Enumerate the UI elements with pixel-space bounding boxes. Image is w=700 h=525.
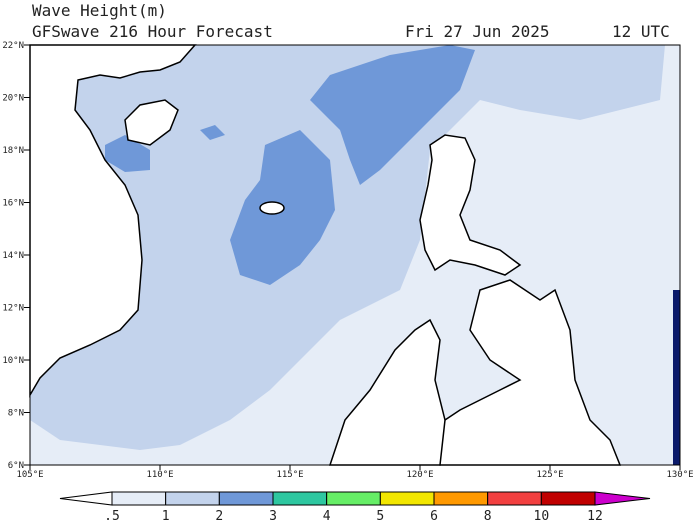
land [29, 44, 622, 466]
lon-label: 115°E [276, 470, 303, 480]
colorbar-label: 2 [215, 509, 223, 524]
colorbar-label: 5 [376, 509, 384, 524]
colorbar-label: .5 [104, 509, 120, 524]
sea-1-2m [30, 45, 665, 450]
lat-label: 6°N [8, 461, 24, 471]
map [29, 44, 681, 466]
time: 12 UTC [612, 22, 670, 41]
colorbar-label: 10 [534, 509, 550, 524]
lon-label: 105°E [16, 470, 43, 480]
lon-label: 125°E [536, 470, 563, 480]
date: Fri 27 Jun 2025 [405, 22, 550, 41]
lon-label: 130°E [666, 470, 693, 480]
lon-label: 120°E [406, 470, 433, 480]
colorbar-box [326, 491, 381, 506]
colorbar-box [433, 491, 489, 506]
hainan [124, 99, 179, 146]
sea-2-3m [105, 135, 150, 172]
colorbar-label: 3 [269, 509, 277, 524]
lat-label: 16°N [2, 199, 24, 209]
lat-label: 12°N [2, 304, 24, 314]
title: Wave Height(m) [32, 1, 167, 20]
colorbar-end [59, 491, 113, 506]
subtitle: GFSwave 216 Hour Forecast [32, 22, 273, 41]
colorbar-label: 1 [162, 509, 170, 524]
colorbar-box [379, 491, 435, 506]
borneo [328, 318, 446, 466]
lat-label: 10°N [2, 356, 24, 366]
colorbar-end [594, 491, 651, 506]
luzon [419, 134, 522, 276]
colorbar-label: 4 [323, 509, 331, 524]
sea-2-3m [310, 45, 475, 185]
colorbar-label: 8 [484, 509, 492, 524]
lon-label: 110°E [146, 470, 173, 480]
lat-label: 18°N [2, 146, 24, 156]
colorbar-box [487, 491, 542, 506]
colorbar-box [111, 491, 167, 506]
colorbar-box [218, 491, 274, 506]
mainland [29, 44, 197, 398]
colorbar-label: 12 [587, 509, 603, 524]
colorbar-box [540, 491, 596, 506]
lat-label: 20°N [2, 94, 24, 104]
sea-2-3m [200, 125, 225, 140]
island [259, 201, 285, 215]
sea-high [673, 290, 680, 465]
colorbar-label: 6 [430, 509, 438, 524]
lat-label: 14°N [2, 251, 24, 261]
lat-label: 22°N [2, 41, 24, 51]
colorbar-box [165, 491, 220, 506]
colorbar-box [272, 491, 328, 506]
lat-label: 8°N [8, 409, 24, 419]
